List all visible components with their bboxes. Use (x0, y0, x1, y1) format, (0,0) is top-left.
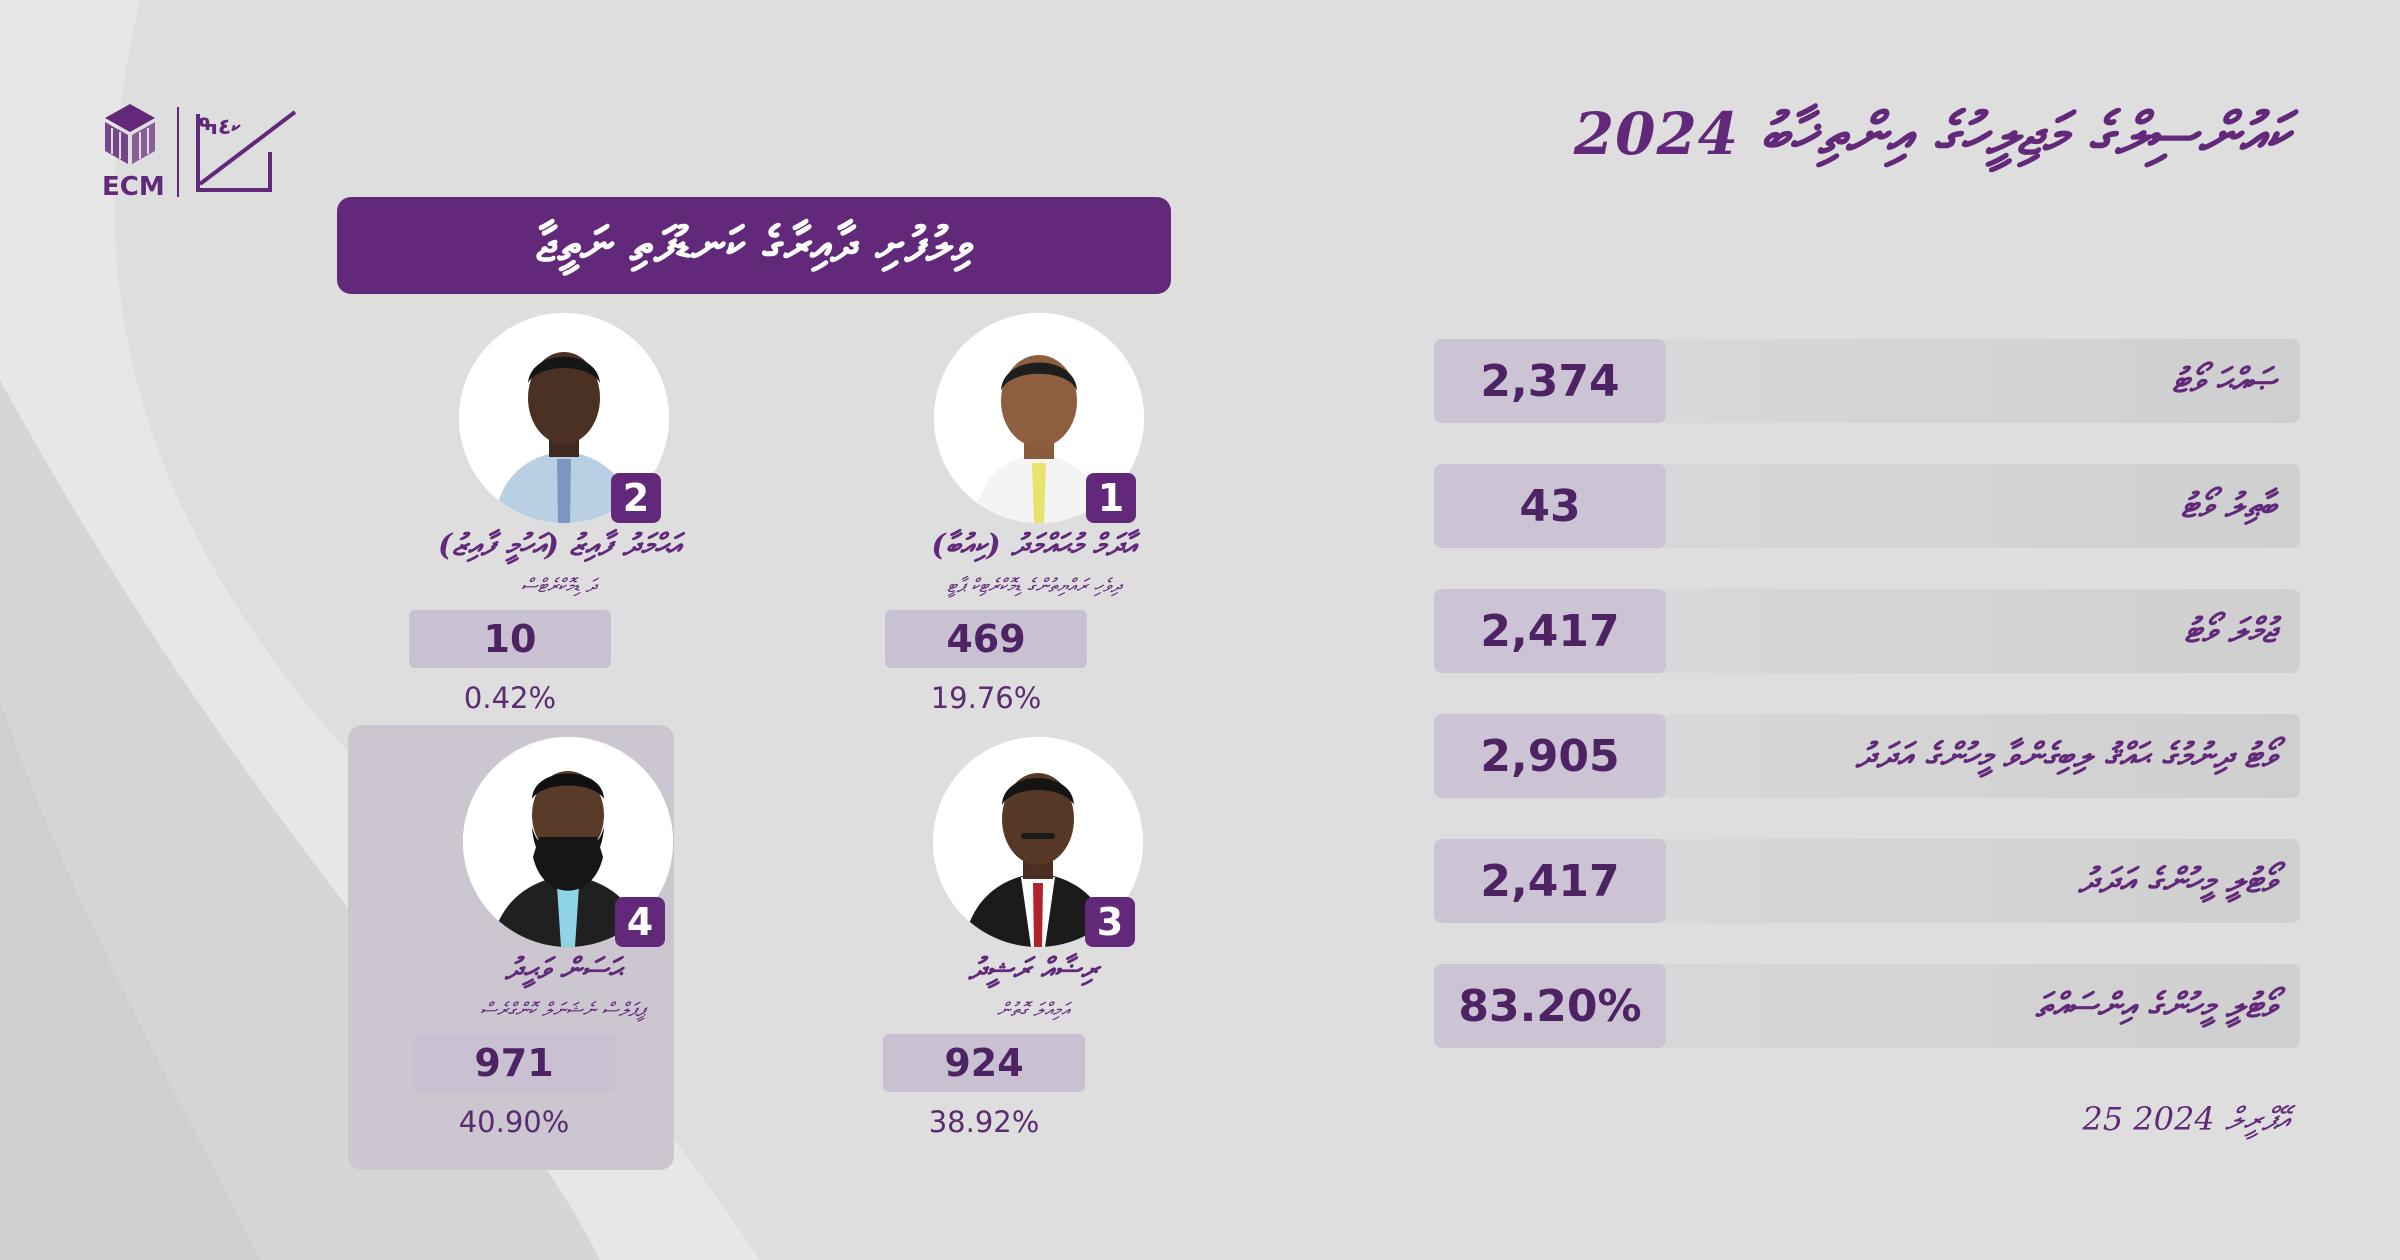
candidate-party: އަމިއްލަ ގޮތުން (996, 999, 1070, 1021)
stat-value: 2,417 (1434, 839, 1666, 923)
candidate-votes: 924 (883, 1034, 1085, 1092)
candidate-number: 3 (1085, 897, 1135, 947)
candidate-card: 3 ރިޟާއް ރަޝީދު އަމިއްލަ ގޮތުން 924 38.9… (883, 737, 1183, 1139)
candidate-name: ރިޟާއް ރަޝީދު (968, 952, 1098, 987)
candidate-card: 2 އަޙްމަދު ފާއިޒު (އަހުމީ ފާއިޒު) ދަ ޑިމ… (409, 313, 709, 715)
stat-label: ވޯޓު ދިނުމުގެ ޙައްޤު ލިބިގެންވާ މީހުންގެ… (1855, 736, 2276, 776)
stat-value: 2,374 (1434, 339, 1666, 423)
candidate-percent: 0.42% (463, 681, 557, 715)
candidate-percent: 40.90% (458, 1105, 570, 1139)
candidate-name: އަޙްމަދު ފާއިޒު (އަހުމީ ފާއިޒު) (437, 528, 680, 563)
constituency-banner: ވިލުފުށި ދާއިރާގެ ކަނޑުފަތި ނަތީޖާ (337, 197, 1171, 294)
stat-label: ޖުމްލަ ވޯޓު (2184, 611, 2276, 651)
stat-row: 2,417 ޖުމްލަ ވޯޓު (1434, 589, 2300, 673)
stat-value: 2,417 (1434, 589, 1666, 673)
stat-label: ވޯޓުލީ މީހުންގެ އަދަދު (2078, 861, 2276, 901)
candidate-card: 4 ޙަސަން ވަޙީދު ޕީޕަލްސް ނެޝަނަލް ކޮންގް… (413, 737, 713, 1139)
candidate-name: އާދަމް މުޙައްމަދު (ކިއުބާ) (931, 528, 1137, 563)
ballot-check-icon: ކ٤ߒ (196, 110, 297, 192)
result-date: 25 އޭޕްރީލް 2024 (2082, 1100, 2290, 1138)
candidate-votes: 971 (413, 1034, 615, 1092)
svg-text:ކ٤ߒ: ކ٤ߒ (198, 115, 241, 140)
stat-value: 83.20% (1434, 964, 1666, 1048)
stat-row: 2,417 ވޯޓުލީ މީހުންގެ އަދަދު (1434, 839, 2300, 923)
candidate-votes: 469 (885, 610, 1087, 668)
stat-bar (1594, 464, 2300, 548)
candidate-party: ދަ ޑިމޮކްރެޓްސް (520, 575, 598, 597)
ecm-logo: ކ٤ߒ ECM (100, 102, 310, 202)
cube-logo-icon: ކ٤ߒ (105, 104, 297, 197)
candidate-card: 1 އާދަމް މުޙައްމަދު (ކިއުބާ) ދިވެހި ރައް… (884, 313, 1184, 715)
stat-row: 43 ބާޠިލު ވޯޓު (1434, 464, 2300, 548)
stat-row: 83.20% ވޯޓުލީ މީހުންގެ އިންސައްތަ (1434, 964, 2300, 1048)
candidate-votes: 10 (409, 610, 611, 668)
candidate-percent: 38.92% (928, 1105, 1040, 1139)
stat-bar (1594, 589, 2300, 673)
stat-row: 2,905 ވޯޓު ދިނުމުގެ ޙައްޤު ލިބިގެންވާ މީ… (1434, 714, 2300, 798)
stat-bar (1594, 964, 2300, 1048)
candidate-party: ދިވެހި ރައްޔިތުންގެ ޑިމޮކްރެޓިކް ޕާޓީ (946, 575, 1122, 597)
stat-bar (1594, 714, 2300, 798)
stat-value: 43 (1434, 464, 1666, 548)
logo-abbr: ECM (102, 172, 165, 202)
candidate-percent: 19.76% (930, 681, 1042, 715)
stat-label: ޞައްޙަ ވޯޓު (2172, 361, 2276, 401)
candidate-photo (934, 313, 1144, 523)
stat-label: ބާޠިލު ވޯޓު (2180, 486, 2276, 526)
stat-label: ވޯޓުލީ މީހުންގެ އިންސައްތަ (2035, 986, 2276, 1026)
stat-bar (1594, 839, 2300, 923)
stat-value: 2,905 (1434, 714, 1666, 798)
candidate-number: 2 (611, 473, 661, 523)
candidate-name: ޙަސަން ވަޙީދު (504, 952, 622, 987)
candidate-photo (459, 313, 669, 523)
stat-bar (1594, 339, 2300, 423)
page-title: ކައުންސިލްގެ މަޖިލީހުގެ އިންތިޚާބު 2024 (1573, 100, 2290, 168)
stat-row: 2,374 ޞައްޙަ ވޯޓު (1434, 339, 2300, 423)
candidate-photo (933, 737, 1143, 947)
candidate-number: 4 (615, 897, 665, 947)
candidate-number: 1 (1086, 473, 1136, 523)
candidate-party: ޕީޕަލްސް ނެޝަނަލް ކޮންގްރެސް (480, 999, 646, 1021)
